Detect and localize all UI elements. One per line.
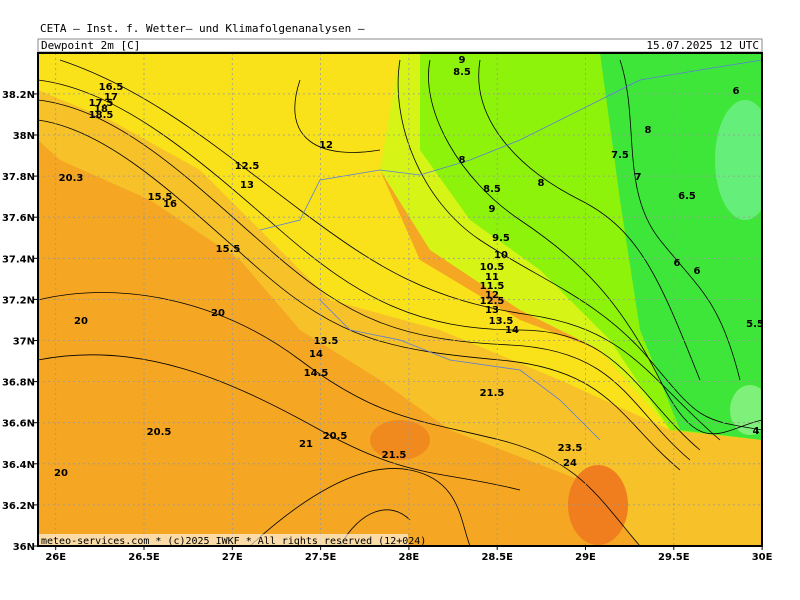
header-title: CETA — Inst. f. Wetter— und Klimafolgena… [40,22,365,35]
contour-label: 20.3 [59,173,84,184]
lat-label: 38.2N [2,90,35,101]
contour-label: 8.5 [453,67,471,78]
contour-label: 16.5 [99,82,124,93]
contour-label: 13 [485,305,499,316]
lat-label: 38N [13,131,35,142]
contour-label: 13.5 [314,336,339,347]
contours [38,59,762,546]
lat-label: 36.4N [2,460,35,471]
field-patch [715,100,762,220]
contour-label: 7 [635,172,642,183]
contour-label: 11.5 [480,281,505,292]
contour-label: 5.5 [746,319,764,330]
lon-label: 29E [575,552,596,563]
contour-label: 13 [240,180,254,191]
contour-label: 20.5 [323,431,348,442]
contour-label: 8.5 [483,184,501,195]
axes: 26E 26.5E 27E 27.5E 28E 28.5E 29E 29.5E 30E 36N 36… [2,90,773,563]
contour-label: 16 [163,199,177,210]
contour-label: 6 [694,266,701,277]
contour-label: 10.5 [480,262,505,273]
contour-label: 20 [54,468,68,479]
lon-label: 27.5E [305,552,337,563]
contour-label: 6.5 [678,191,696,202]
lat-label: 36N [13,542,35,553]
lon-label: 26.5E [128,552,160,563]
lat-label: 37.2N [2,295,35,306]
contour-label: 6 [674,258,681,269]
lon-label: 28.5E [481,552,513,563]
contour-label: 12 [319,140,333,151]
contour-label: 23.5 [558,443,583,454]
contour-label: 24 [563,458,577,469]
contour-label: 6 [733,86,740,97]
lat-label: 36.2N [2,501,35,512]
contour-label: 7.5 [611,150,629,161]
lat-label: 37.4N [2,254,35,265]
contour-label: 4 [753,426,760,437]
contour-label: 21.5 [382,450,407,461]
contour-label: 21 [299,439,313,450]
footer-bg [38,534,408,546]
contour-label: 15.5 [148,192,173,203]
lat-label: 36.8N [2,378,35,389]
contour-label: 20 [211,308,225,319]
lon-label: 29.5E [658,552,690,563]
lon-label: 26E [45,552,66,563]
footer: meteo-services.com * (c)2025 IWKF * All … [41,536,426,547]
lon-label: 28E [399,552,420,563]
field-patch [370,420,430,460]
contour-label: 9 [459,55,466,66]
contour-label: 15.5 [216,244,241,255]
contour-label: 14.5 [304,368,329,379]
contour-label: 9.5 [492,233,510,244]
lon-label: 27E [222,552,243,563]
lat-label: 36.6N [2,419,35,430]
lat-label: 37.6N [2,213,35,224]
field-label: Dewpoint 2m [C] [41,39,140,52]
graticule [38,53,762,546]
contour-label: 13.5 [489,316,514,327]
lat-label: 37N [13,337,35,348]
contour-label: 10 [494,250,508,261]
contour-labels: 16.51717.51818.520.315.51612.5131298.588… [54,55,764,479]
field-yellow [38,53,670,430]
contour-label: 12 [485,290,499,301]
field-patch [730,385,762,435]
contour-label: 17.5 [89,98,114,109]
contour-label: 8 [538,178,545,189]
lon-label: 30E [752,552,773,563]
contour-label: 20.5 [147,427,172,438]
contour-label: 8 [459,155,466,166]
contour-label: 12.5 [235,161,260,172]
map-area: 16.51717.51818.520.315.51612.5131298.588… [38,53,764,547]
contour-label: 9 [489,204,496,215]
borders [259,59,762,441]
contour-label: 14 [505,325,519,336]
contour-label: 14 [309,349,323,360]
contour-label: 17 [104,92,118,103]
contour-label: 12.5 [480,296,505,307]
valid-time: 15.07.2025 12 UTC [646,39,759,52]
contour-label: 18 [94,104,108,115]
contour-label: 20 [74,316,88,327]
lat-label: 37.8N [2,172,35,183]
contour-label: 18.5 [89,110,114,121]
contour-label: 8 [645,125,652,136]
contour-label: 21.5 [480,388,505,399]
contour-label: 11 [485,272,499,283]
